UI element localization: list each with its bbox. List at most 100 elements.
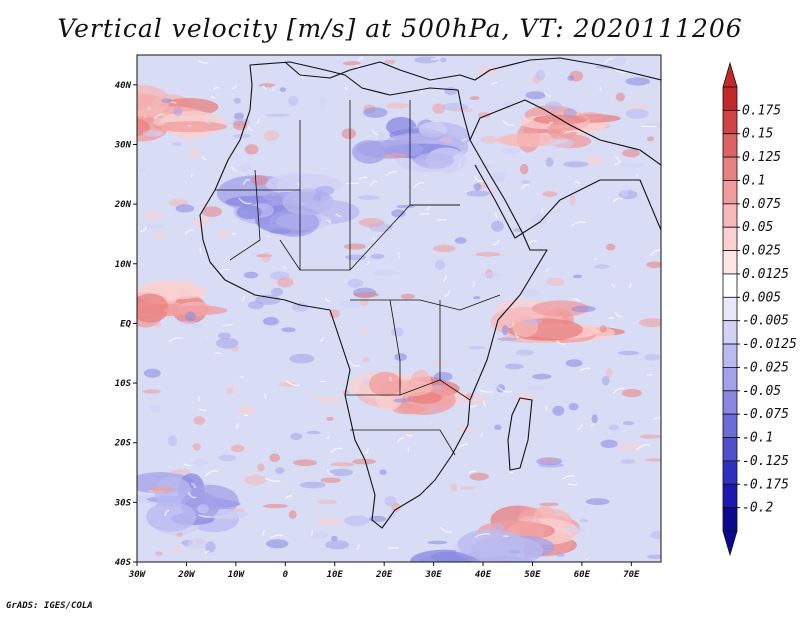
contour-streak (574, 181, 581, 185)
negative-speckle (585, 498, 610, 506)
positive-speckle (362, 357, 370, 363)
positive-speckle (359, 299, 369, 306)
contour-streak (264, 393, 268, 400)
negative-speckle (532, 373, 552, 380)
contour-streak (562, 475, 575, 480)
contour-streak (393, 511, 396, 514)
contour-streak (567, 483, 577, 486)
positive-speckle (151, 485, 174, 494)
contour-streak (144, 115, 147, 118)
negative-speckle (427, 540, 448, 545)
positive-speckle (244, 144, 259, 155)
contour-streak (492, 239, 500, 246)
positive-speckle (469, 472, 489, 481)
lat-tick-label: 20N (114, 200, 132, 210)
negative-velocity-blob (236, 205, 262, 220)
colorbar-label: 0.0125 (742, 267, 789, 282)
contour-streak (264, 477, 281, 482)
lon-tick-label: 10W (228, 570, 246, 580)
positive-speckle (617, 443, 643, 452)
positive-velocity-blob (497, 133, 558, 147)
negative-speckle (440, 57, 447, 63)
contour-streak (502, 120, 515, 127)
colorbar: 0.175 0.15 0.125 0.1 0.075 0.05 0.025 0.0125 0.0… (722, 61, 797, 557)
positive-speckle (539, 458, 559, 463)
contour-streak (636, 174, 639, 177)
contour-streak (356, 544, 360, 550)
contour-streak (148, 106, 151, 111)
lon-tick-label: 30W (128, 570, 147, 580)
contour-streak (508, 323, 515, 328)
negative-speckle (522, 318, 543, 324)
contour-streak (210, 96, 216, 100)
colorbar-label: -0.005 (742, 314, 789, 329)
colorbar-label: 0.15 (742, 127, 773, 142)
colorbar-segment (722, 367, 738, 392)
positive-speckle (628, 103, 648, 110)
madagascar (507, 397, 533, 471)
positive-speckle (432, 244, 456, 253)
contour-streak (261, 85, 267, 90)
negative-speckle (568, 402, 579, 411)
contour-streak (604, 58, 614, 65)
contour-streak (652, 417, 661, 420)
negative-speckle (179, 320, 196, 326)
contour-streak (646, 373, 653, 376)
positive-speckle (477, 112, 491, 119)
contour-streak (198, 514, 212, 518)
contour-streak (344, 86, 349, 90)
positive-speckle (599, 325, 608, 333)
positive-speckle (519, 163, 529, 175)
negative-speckle (372, 270, 398, 276)
negative-speckle (563, 108, 577, 118)
negative-speckle (565, 525, 586, 534)
coastline (199, 57, 661, 529)
colorbar-segment (722, 180, 738, 205)
negative-speckle (217, 332, 231, 340)
positive-velocity-blob (369, 372, 403, 397)
negative-speckle (530, 215, 548, 225)
positive-speckle (606, 368, 613, 378)
positive-speckle (384, 59, 396, 65)
contour-streak (198, 60, 209, 64)
positive-speckle (475, 252, 501, 257)
contour-streak (347, 360, 361, 367)
negative-speckle (520, 180, 531, 184)
positive-speckle (188, 148, 201, 159)
negative-speckle (141, 224, 164, 229)
negative-speckle (394, 353, 407, 361)
negative-speckle (138, 168, 147, 172)
arabia-north-coast (469, 99, 661, 166)
lat-tick-label: 10S (115, 379, 132, 389)
map-frame (136, 54, 662, 563)
contour-streak (357, 57, 364, 61)
negative-speckle (175, 204, 195, 213)
contour-streak (579, 367, 591, 372)
contour-streak (405, 433, 413, 437)
grads-credit: GrADS: IGES/COLA (6, 601, 93, 611)
positive-speckle (142, 389, 161, 394)
contour-streak (187, 492, 197, 499)
colorbar-segment (722, 203, 738, 228)
positive-speckle (192, 442, 201, 451)
contour-streak (564, 130, 578, 134)
positive-speckle (459, 486, 475, 490)
negative-speckle (431, 407, 438, 414)
negative-speckle (617, 350, 640, 356)
negative-speckle (270, 287, 284, 297)
contour-streak (204, 470, 219, 477)
negative-speckle (608, 424, 620, 431)
positive-speckle (439, 138, 453, 143)
contour-streak (244, 414, 249, 417)
contour-streak (242, 179, 250, 186)
positive-speckle (432, 361, 452, 366)
contour-streak (555, 340, 566, 345)
negative-speckle (185, 311, 197, 322)
positive-speckle (400, 293, 415, 300)
positive-speckle (326, 416, 334, 421)
contour-streak (521, 183, 530, 189)
colorbar-segment (722, 460, 738, 485)
negative-speckle (142, 130, 164, 137)
longitude-ticks: 30W 20W 10W 0 10E 20E 30E 40E 50E 60E 70E (128, 562, 640, 580)
positive-speckle (224, 384, 239, 394)
